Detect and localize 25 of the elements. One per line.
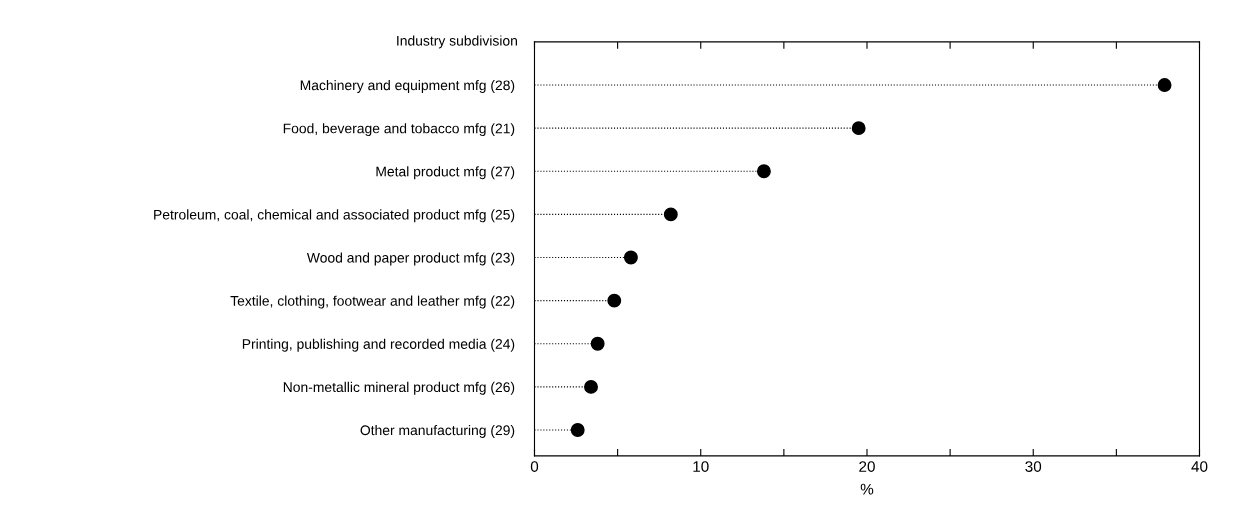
y-tick-label: Textile, clothing, footwear and leather mfg (22) [230,295,515,309]
y-tick-label: Printing, publishing and recorded media (24) [242,338,515,352]
x-tick-label: 10 [693,461,709,472]
point [623,250,638,265]
y-tick-label: Petroleum, coal, chemical and associated product mfg (25) [154,209,515,223]
point [756,164,771,179]
x-axis-title: % [860,483,874,495]
y-tick-label: Food, beverage and tobacco mfg (21) [283,123,515,137]
point [663,207,678,222]
y-tick-label: Machinery and equipment mfg (28) [300,80,515,93]
y-tick-label: Other manufacturing (29) [360,424,515,438]
x-tick-label: 30 [1025,461,1042,472]
point [1157,78,1172,92]
point [570,423,585,437]
x-tick-label: 0 [530,461,539,472]
y-tick-label: Wood and paper product mfg (23) [306,252,515,266]
point [851,121,866,136]
point [584,379,598,394]
point [590,336,605,351]
point [607,293,622,308]
y-tick-label: Non-metallic mineral product mfg (26) [283,381,515,395]
y-axis-title: Industry subdivision [397,35,517,49]
y-tick-label: Metal product mfg (27) [376,166,515,180]
x-tick-label: 20 [859,461,875,472]
x-tick-label: 40 [1191,461,1208,472]
